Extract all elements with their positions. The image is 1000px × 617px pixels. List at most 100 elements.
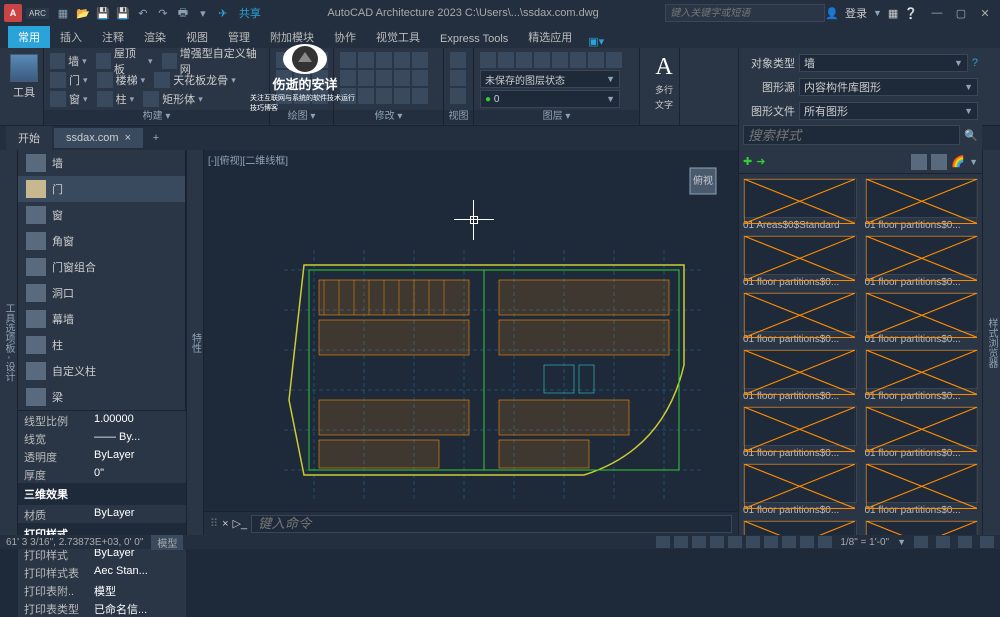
roof-icon[interactable]: [96, 53, 111, 69]
custom-icon[interactable]: [980, 536, 994, 548]
file-combo[interactable]: 所有图形▼: [799, 102, 978, 120]
ellipse-icon[interactable]: [294, 88, 310, 104]
login-button[interactable]: 登录: [845, 5, 867, 21]
maximize-button[interactable]: ▢: [950, 4, 972, 22]
layer8-icon[interactable]: [606, 52, 622, 68]
send-icon[interactable]: ✈: [215, 5, 231, 21]
stretch-icon[interactable]: [340, 88, 356, 104]
panel-draw-title[interactable]: 绘图 ▾: [270, 110, 333, 124]
view3-icon[interactable]: [450, 88, 466, 104]
clean-icon[interactable]: [958, 536, 972, 548]
rotate-icon[interactable]: [358, 52, 374, 68]
qp-icon[interactable]: [782, 536, 796, 548]
pline-icon[interactable]: [294, 52, 310, 68]
mtext-button[interactable]: A 多行 文字: [646, 50, 682, 111]
tp-cornerwin[interactable]: 角窗: [18, 228, 185, 254]
palette-vert-title[interactable]: 工具选项板 - 设计: [0, 150, 18, 535]
view1-icon[interactable]: [450, 52, 466, 68]
layer-state-combo[interactable]: 未保存的图层状态▼: [480, 70, 620, 88]
extend-icon[interactable]: [394, 52, 410, 68]
new-icon[interactable]: ▦: [55, 5, 71, 21]
arrow-icon[interactable]: ▾: [195, 5, 211, 21]
sb-arrow-icon[interactable]: ➜: [756, 155, 765, 168]
layeriso-icon[interactable]: [516, 52, 532, 68]
new-tab-button[interactable]: +: [145, 132, 167, 144]
lwt-icon[interactable]: [746, 536, 760, 548]
command-input[interactable]: [251, 515, 732, 533]
layer7-icon[interactable]: [588, 52, 604, 68]
stair-icon[interactable]: [97, 72, 113, 88]
style-browser-vert-title[interactable]: 样式浏览器: [982, 150, 1000, 535]
panel-view-title[interactable]: 视图: [444, 110, 473, 124]
tp-door[interactable]: 门: [18, 176, 185, 202]
prop-h1[interactable]: 三维效果: [18, 483, 186, 505]
tab-home[interactable]: 常用: [8, 26, 50, 48]
style-item[interactable]: 01 floor partitions$0...: [865, 463, 979, 516]
style-item[interactable]: 01 floor partitions$0...: [865, 178, 979, 231]
sb-color-icon[interactable]: 🌈: [951, 155, 965, 168]
tab-visual[interactable]: 视觉工具: [366, 26, 430, 48]
save-icon[interactable]: 💾: [95, 5, 111, 21]
gear-icon[interactable]: [914, 536, 928, 548]
panel-build-title[interactable]: 构建 ▾: [44, 110, 269, 124]
tp-dwassm[interactable]: 门窗组合: [18, 254, 185, 280]
join-icon[interactable]: [412, 88, 428, 104]
style-item[interactable]: 01 floor partitions$0...: [743, 235, 857, 288]
ortho-icon[interactable]: [674, 536, 688, 548]
sb-list-icon[interactable]: [931, 154, 947, 170]
tp-opening[interactable]: 洞口: [18, 280, 185, 306]
mirror-icon[interactable]: [358, 70, 374, 86]
otrack-icon[interactable]: [728, 536, 742, 548]
tp-curtain[interactable]: 幕墙: [18, 306, 185, 332]
grid-icon[interactable]: [162, 53, 177, 69]
fillet-icon[interactable]: [376, 70, 392, 86]
appstore-icon[interactable]: ▦: [888, 7, 898, 20]
panel-layer-title[interactable]: 图层 ▾: [474, 110, 639, 124]
tp-wall[interactable]: 墙: [18, 150, 185, 176]
line-icon[interactable]: [276, 52, 292, 68]
sb-grid-icon[interactable]: [911, 154, 927, 170]
sc-icon[interactable]: [800, 536, 814, 548]
polar-icon[interactable]: [692, 536, 706, 548]
redo-icon[interactable]: ↷: [155, 5, 171, 21]
ribbon-min-icon[interactable]: ▣▾: [588, 35, 604, 48]
style-item[interactable]: 01 floor partitions$0...: [743, 349, 857, 402]
layeroff-icon[interactable]: [498, 52, 514, 68]
sb-add-icon[interactable]: ✚: [743, 155, 752, 168]
help-icon[interactable]: ❔: [904, 7, 918, 20]
share-button[interactable]: 共享: [239, 5, 261, 21]
minimize-button[interactable]: —: [926, 4, 948, 22]
offset-icon[interactable]: [394, 88, 410, 104]
style-search-input[interactable]: [743, 125, 960, 145]
tab-collab[interactable]: 协作: [324, 26, 366, 48]
print-icon[interactable]: 🖶: [175, 5, 191, 21]
obj-type-combo[interactable]: 墙▼: [799, 54, 968, 72]
explode-icon[interactable]: [412, 70, 428, 86]
search-go-icon[interactable]: 🔍: [964, 129, 978, 142]
transp-icon[interactable]: [764, 536, 778, 548]
close-button[interactable]: ✕: [974, 4, 996, 22]
spline-icon[interactable]: [276, 88, 292, 104]
grid-snap-icon[interactable]: [656, 536, 670, 548]
erase-icon[interactable]: [412, 52, 428, 68]
style-item[interactable]: 01 floor partitions$0...: [865, 235, 979, 288]
style-item[interactable]: 01 floor partitions$0...: [743, 292, 857, 345]
ceil-icon[interactable]: [154, 72, 170, 88]
style-item[interactable]: 01 floor partitions$0...: [743, 463, 857, 516]
cmd-handle-icon[interactable]: ⠿: [210, 517, 218, 530]
style-item[interactable]: Cubicle High (1) 8x1...: [865, 520, 979, 535]
src-combo[interactable]: 内容构件库图形▼: [799, 78, 978, 96]
tp-window[interactable]: 窗: [18, 202, 185, 228]
layerlock-icon[interactable]: [552, 52, 568, 68]
trim-icon[interactable]: [376, 52, 392, 68]
style-item[interactable]: 01 masonry shell$0$...: [743, 520, 857, 535]
ann-icon[interactable]: [818, 536, 832, 548]
saveas-icon[interactable]: 💾: [115, 5, 131, 21]
osnap-icon[interactable]: [710, 536, 724, 548]
move-icon[interactable]: [340, 52, 356, 68]
tab-insert[interactable]: 插入: [50, 26, 92, 48]
viewcube[interactable]: 俯视: [678, 156, 728, 206]
hatch-icon[interactable]: [312, 70, 328, 86]
style-item[interactable]: 01 floor partitions$0...: [865, 406, 979, 459]
door-icon[interactable]: [50, 72, 66, 88]
